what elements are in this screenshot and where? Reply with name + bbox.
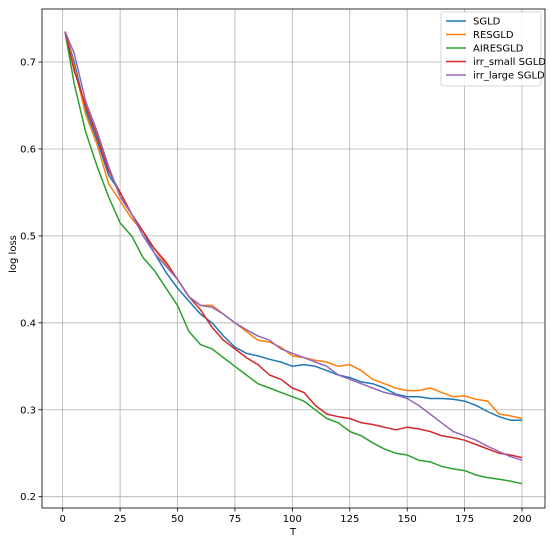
x-tick-label: 50: [171, 514, 184, 525]
legend-box: [440, 11, 542, 87]
x-tick-label: 200: [512, 514, 531, 525]
legend-label: SGLD: [473, 17, 501, 28]
y-axis-label: log loss: [8, 235, 19, 273]
x-tick-label: 150: [398, 514, 417, 525]
plot-frame: [41, 8, 546, 509]
grid: [42, 9, 545, 508]
x-axis: 0 25 50 75 100 125 150 175 200: [59, 508, 532, 525]
y-tick-label: 0.2: [20, 492, 36, 503]
legend-label: irr_large SGLD: [473, 71, 545, 82]
x-tick-label: 100: [283, 514, 302, 525]
x-tick-label: 125: [340, 514, 359, 525]
legend-label: RESGLD: [473, 30, 514, 41]
x-tick-label: 175: [455, 514, 474, 525]
x-tick-label: 75: [229, 514, 242, 525]
y-tick-label: 0.7: [20, 58, 36, 69]
legend: SGLD RESGLD AIRESGLD irr_small SGLD irr_larg…: [440, 11, 546, 87]
series-lines: [64, 31, 523, 485]
y-tick-label: 0.5: [20, 231, 36, 242]
series-line-irr-small-sgld: [64, 31, 523, 459]
x-axis-label: T: [289, 527, 297, 538]
x-tick-label: 25: [114, 514, 127, 525]
y-tick-label: 0.3: [20, 405, 36, 416]
y-tick-label: 0.6: [20, 144, 36, 155]
series-line-airesgld: [64, 31, 523, 485]
legend-label: AIRESGLD: [473, 44, 524, 55]
series-line-irr-large-sgld: [64, 31, 523, 461]
y-axis: 0.2 0.3 0.4 0.5 0.6 0.7: [20, 58, 42, 503]
legend-label: irr_small SGLD: [473, 57, 546, 68]
x-tick-label: 0: [59, 514, 65, 525]
y-tick-label: 0.4: [20, 318, 36, 329]
